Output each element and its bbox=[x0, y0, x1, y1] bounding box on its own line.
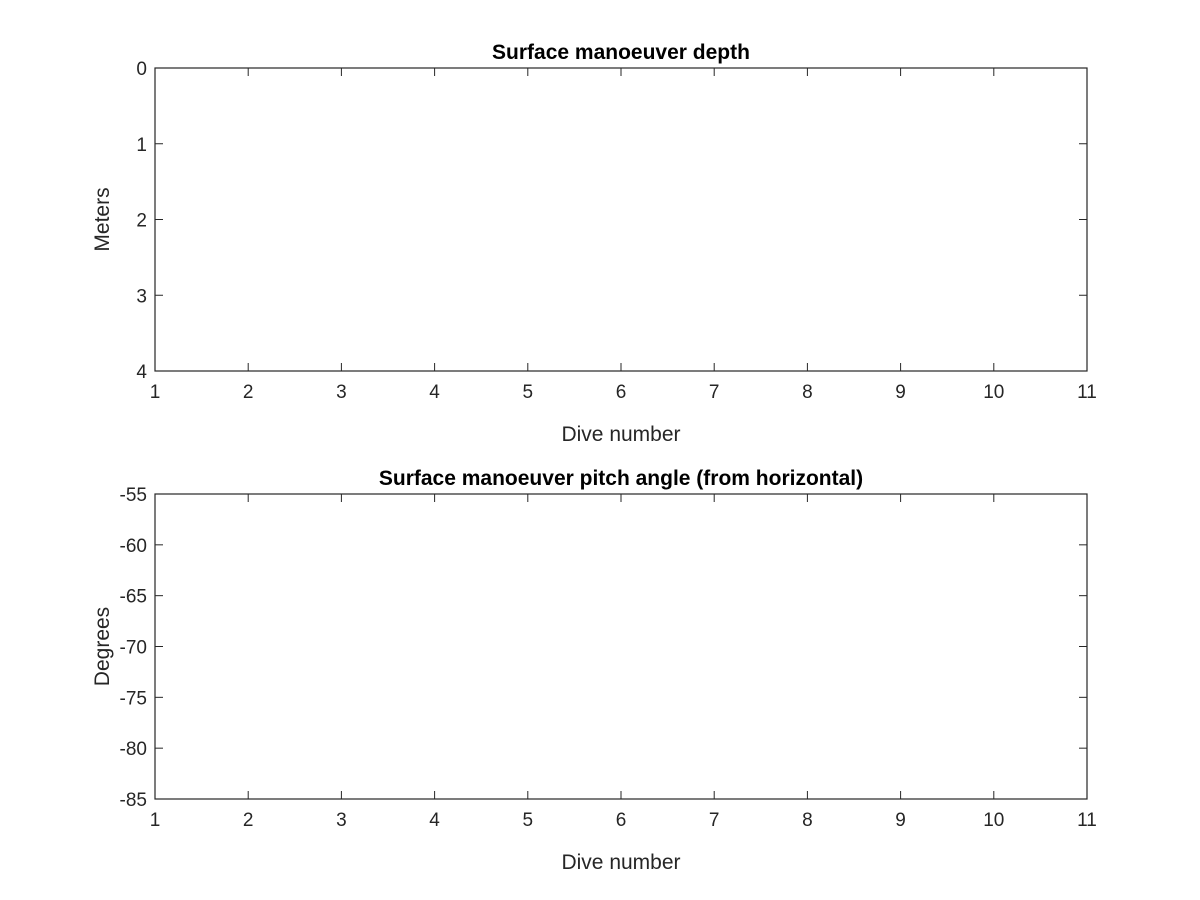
y-tick-label: -75 bbox=[120, 688, 147, 709]
x-tick-label: 2 bbox=[243, 382, 254, 403]
y-tick-label: 3 bbox=[136, 286, 147, 307]
x-tick-label: 7 bbox=[709, 382, 720, 403]
x-tick-label: 10 bbox=[983, 382, 1004, 403]
y-axis-label: Degrees bbox=[91, 607, 114, 686]
x-tick-label: 1 bbox=[150, 382, 161, 403]
y-tick-label: -70 bbox=[120, 638, 147, 659]
x-tick-label: 4 bbox=[429, 382, 440, 403]
x-tick-label: 10 bbox=[983, 810, 1004, 831]
y-axis-label: Meters bbox=[91, 187, 114, 251]
x-tick-label: 6 bbox=[616, 810, 627, 831]
x-tick-label: 5 bbox=[523, 810, 534, 831]
x-tick-label: 7 bbox=[709, 810, 720, 831]
subplot-1: 1 2 3 4 5 6 7 8 9 10 11 0 1 2 3 4 Surface manoeuver dept… bbox=[91, 41, 1097, 446]
x-tick-label: 3 bbox=[336, 810, 347, 831]
x-axis-label: Dive number bbox=[561, 851, 680, 874]
chart-title: Surface manoeuver pitch angle (from hori… bbox=[379, 467, 863, 490]
x-tick-label: 11 bbox=[1077, 810, 1097, 831]
y-tick-label: -80 bbox=[120, 739, 147, 760]
axes-box bbox=[154, 67, 1088, 372]
x-axis-label: Dive number bbox=[561, 423, 680, 446]
x-tick-label: 11 bbox=[1077, 382, 1097, 403]
x-tick-label: 3 bbox=[336, 382, 347, 403]
axes-box bbox=[154, 493, 1088, 800]
x-tick-label: 2 bbox=[243, 810, 254, 831]
x-tick-label: 8 bbox=[802, 810, 813, 831]
y-tick-label: 4 bbox=[136, 362, 147, 383]
y-tick-label: -55 bbox=[120, 485, 147, 506]
x-tick-label: 9 bbox=[895, 810, 906, 831]
chart-title: Surface manoeuver depth bbox=[492, 41, 750, 64]
y-tick-label: 0 bbox=[136, 59, 147, 80]
y-tick-label: -60 bbox=[120, 536, 147, 557]
subplot-2: 1 2 3 4 5 6 7 8 9 10 11 -55 -60 -65 -70 -75 -80 -85 Surfac… bbox=[91, 467, 1097, 874]
x-tick-label: 6 bbox=[616, 382, 627, 403]
y-tick-label: -65 bbox=[120, 587, 147, 608]
y-tick-label: 1 bbox=[136, 135, 147, 156]
x-tick-label: 8 bbox=[802, 382, 813, 403]
x-tick-label: 9 bbox=[895, 382, 906, 403]
x-tick-label: 5 bbox=[523, 382, 534, 403]
y-tick-label: 2 bbox=[136, 211, 147, 232]
y-tick-label: -85 bbox=[120, 790, 147, 811]
x-tick-label: 4 bbox=[429, 810, 440, 831]
x-tick-label: 1 bbox=[150, 810, 161, 831]
